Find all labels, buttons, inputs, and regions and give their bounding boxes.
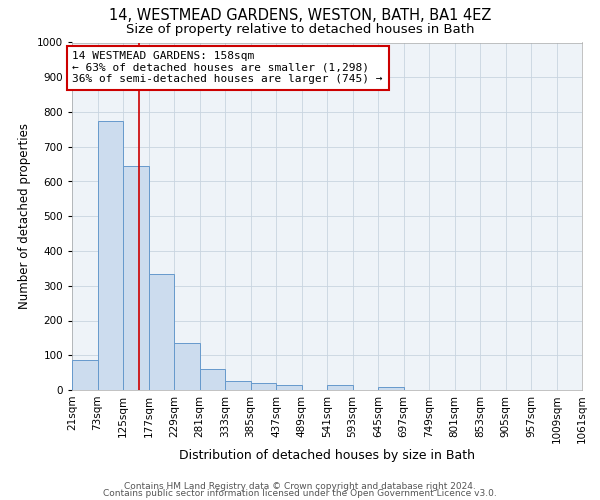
Text: Size of property relative to detached houses in Bath: Size of property relative to detached ho… [126,22,474,36]
Text: Contains public sector information licensed under the Open Government Licence v3: Contains public sector information licen… [103,490,497,498]
Text: Contains HM Land Registry data © Crown copyright and database right 2024.: Contains HM Land Registry data © Crown c… [124,482,476,491]
Bar [276,385,302,390]
Bar [174,343,199,390]
Bar [378,386,404,390]
Bar [327,385,353,390]
Bar [97,120,123,390]
Text: 14 WESTMEAD GARDENS: 158sqm
← 63% of detached houses are smaller (1,298)
36% of : 14 WESTMEAD GARDENS: 158sqm ← 63% of det… [73,51,383,84]
Bar [225,382,251,390]
Bar [199,369,225,390]
Bar [251,383,276,390]
X-axis label: Distribution of detached houses by size in Bath: Distribution of detached houses by size … [179,449,475,462]
Bar [72,360,97,390]
Text: 14, WESTMEAD GARDENS, WESTON, BATH, BA1 4EZ: 14, WESTMEAD GARDENS, WESTON, BATH, BA1 … [109,8,491,22]
Bar [123,166,149,390]
Y-axis label: Number of detached properties: Number of detached properties [18,123,31,309]
Bar [149,274,174,390]
